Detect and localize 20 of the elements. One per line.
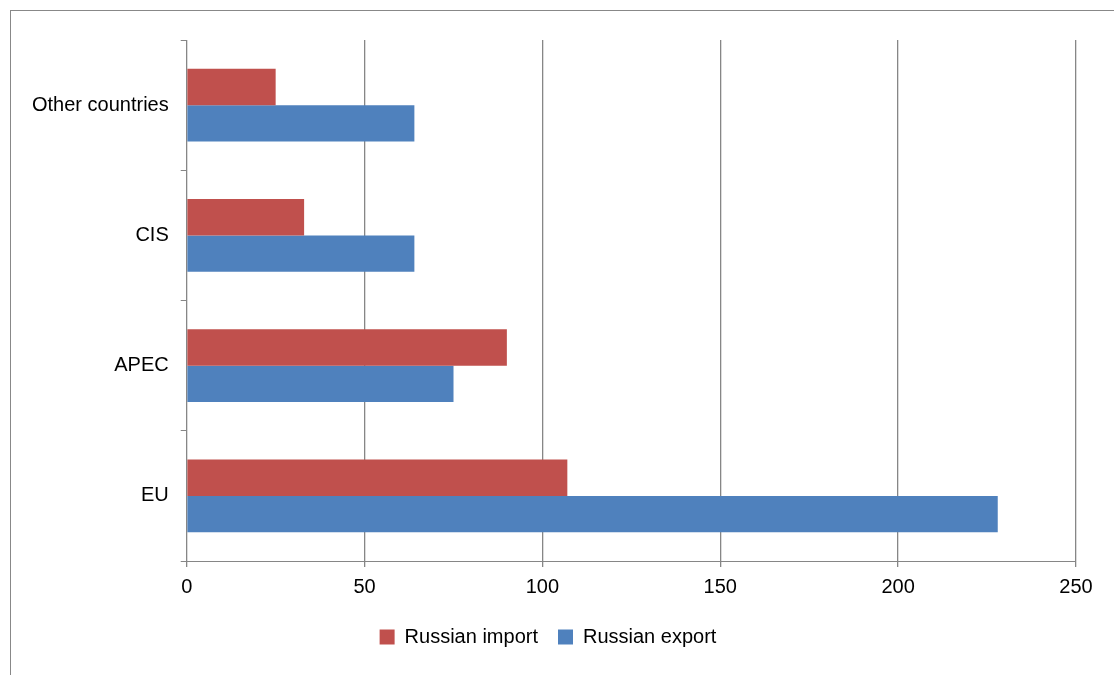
x-tick-label: 0: [181, 574, 193, 597]
y-tick-label: CIS: [135, 222, 169, 245]
legend-label: Russian import: [404, 624, 539, 647]
bar: [187, 198, 305, 236]
x-tick-label: 250: [1059, 574, 1093, 597]
x-tick-label: 50: [353, 574, 376, 597]
bar: [187, 459, 568, 496]
bar: [187, 495, 998, 533]
y-tick-label: EU: [140, 483, 169, 506]
bar: [187, 329, 507, 366]
x-tick-label: 100: [525, 574, 560, 597]
y-tick-label: APEC: [114, 353, 169, 376]
x-tick-label: 150: [703, 574, 737, 597]
bar: [187, 68, 276, 106]
bar: [187, 235, 415, 272]
bar: [187, 105, 415, 142]
x-tick-label: 200: [881, 574, 915, 597]
bar: [187, 365, 454, 403]
y-tick-label: Other countries: [31, 92, 169, 115]
legend-label: Russian export: [582, 624, 717, 647]
